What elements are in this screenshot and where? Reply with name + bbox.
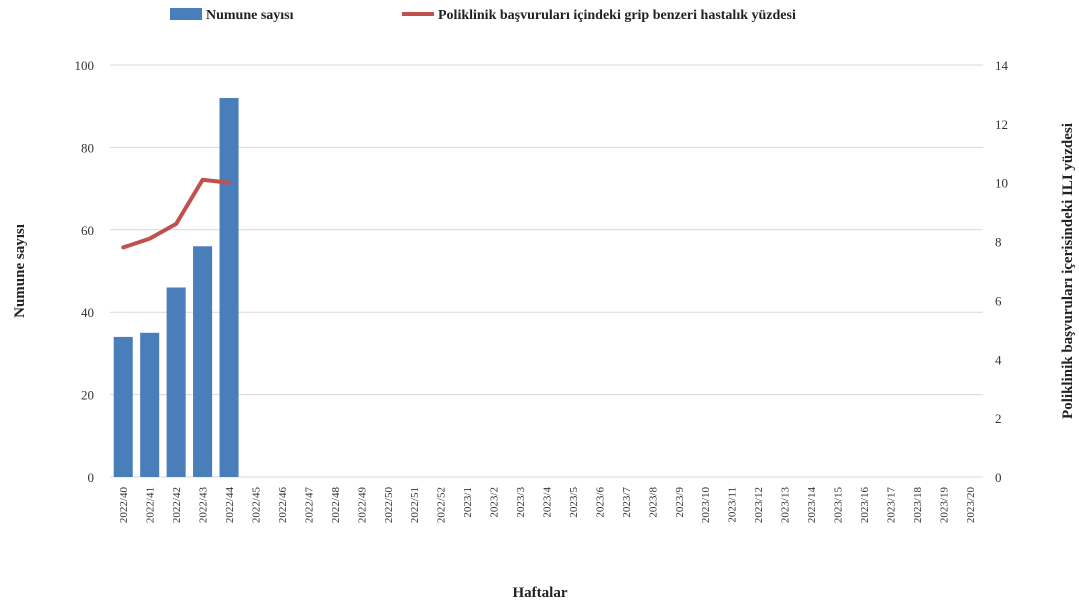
x-tick-label: 2023/19	[938, 487, 950, 524]
x-tick-label: 2022/42	[171, 487, 183, 523]
right-axis-ticks: 0 2 4 6 8 10 12 14	[995, 58, 1009, 485]
x-tick-label: 2023/6	[594, 487, 606, 518]
x-axis-title: Haftalar	[513, 585, 568, 601]
bar	[219, 97, 239, 478]
x-tick-label: 2023/4	[542, 487, 554, 518]
line-series	[121, 177, 232, 250]
y-tick-label: 100	[75, 58, 95, 73]
x-tick-label: 2023/13	[780, 487, 792, 524]
y-tick-label: 40	[81, 305, 94, 320]
x-axis-ticks: 2022/40 2022/41 2022/42 2022/43 2022/44 2022/…	[118, 487, 977, 524]
gridlines	[110, 64, 983, 478]
x-tick-label: 2023/5	[568, 487, 580, 518]
y2-tick-label: 2	[995, 411, 1002, 426]
x-tick-label: 2023/8	[647, 487, 659, 518]
y-tick-label: 80	[81, 140, 94, 155]
y2-tick-label: 10	[995, 176, 1008, 191]
y-axis-title: Numune sayısı	[12, 224, 28, 318]
x-tick-label: 2023/11	[727, 487, 739, 523]
bar	[166, 287, 186, 477]
x-tick-label: 2022/46	[277, 487, 289, 524]
x-tick-label: 2023/20	[965, 487, 977, 524]
legend-label-line: Poliklinik başvuruları içindeki grip ben…	[438, 8, 796, 23]
x-tick-label: 2023/17	[885, 487, 897, 524]
legend: Numune sayısı Poliklinik başvuruları içi…	[170, 8, 796, 23]
x-tick-label: 2023/18	[912, 487, 924, 524]
x-tick-label: 2023/10	[700, 487, 712, 524]
x-tick-label: 2022/44	[224, 487, 236, 524]
y2-axis-title: Poliklinik başvuruları içerisindeki ILI …	[1060, 123, 1076, 419]
bar	[113, 336, 133, 477]
x-tick-label: 2022/52	[436, 487, 448, 523]
x-tick-label: 2022/45	[251, 487, 263, 524]
y-tick-label: 0	[88, 470, 95, 485]
legend-label-bars: Numune sayısı	[206, 8, 294, 23]
y2-tick-label: 0	[995, 470, 1002, 485]
x-tick-label: 2022/40	[118, 487, 130, 524]
x-tick-label: 2023/16	[859, 487, 871, 524]
x-tick-label: 2023/1	[462, 487, 474, 518]
x-tick-label: 2022/41	[145, 487, 157, 523]
x-tick-label: 2022/43	[198, 487, 210, 524]
x-tick-label: 2023/14	[806, 487, 818, 524]
bar	[140, 332, 160, 477]
bar	[193, 246, 213, 477]
x-tick-label: 2022/51	[409, 487, 421, 523]
y2-tick-label: 8	[995, 235, 1002, 250]
x-tick-label: 2023/3	[515, 487, 527, 518]
y2-tick-label: 4	[995, 352, 1002, 367]
x-tick-label: 2023/9	[674, 487, 686, 518]
x-tick-label: 2023/15	[833, 487, 845, 524]
x-tick-label: 2022/47	[303, 487, 315, 524]
x-tick-label: 2023/7	[621, 487, 633, 518]
x-tick-label: 2022/48	[330, 487, 342, 524]
y2-tick-label: 12	[995, 117, 1008, 132]
x-tick-label: 2023/12	[753, 487, 765, 523]
y2-tick-label: 6	[995, 293, 1002, 308]
x-tick-label: 2023/2	[489, 487, 501, 518]
bar-series	[113, 97, 239, 478]
ili-line	[121, 177, 232, 250]
y2-tick-label: 14	[995, 58, 1009, 73]
y-tick-label: 60	[81, 223, 94, 238]
y-tick-label: 20	[81, 388, 94, 403]
left-axis-ticks: 0 20 40 60 80 100	[75, 58, 95, 485]
legend-swatch-bars	[170, 8, 202, 20]
x-tick-label: 2022/49	[356, 487, 368, 524]
x-tick-label: 2022/50	[383, 487, 395, 524]
